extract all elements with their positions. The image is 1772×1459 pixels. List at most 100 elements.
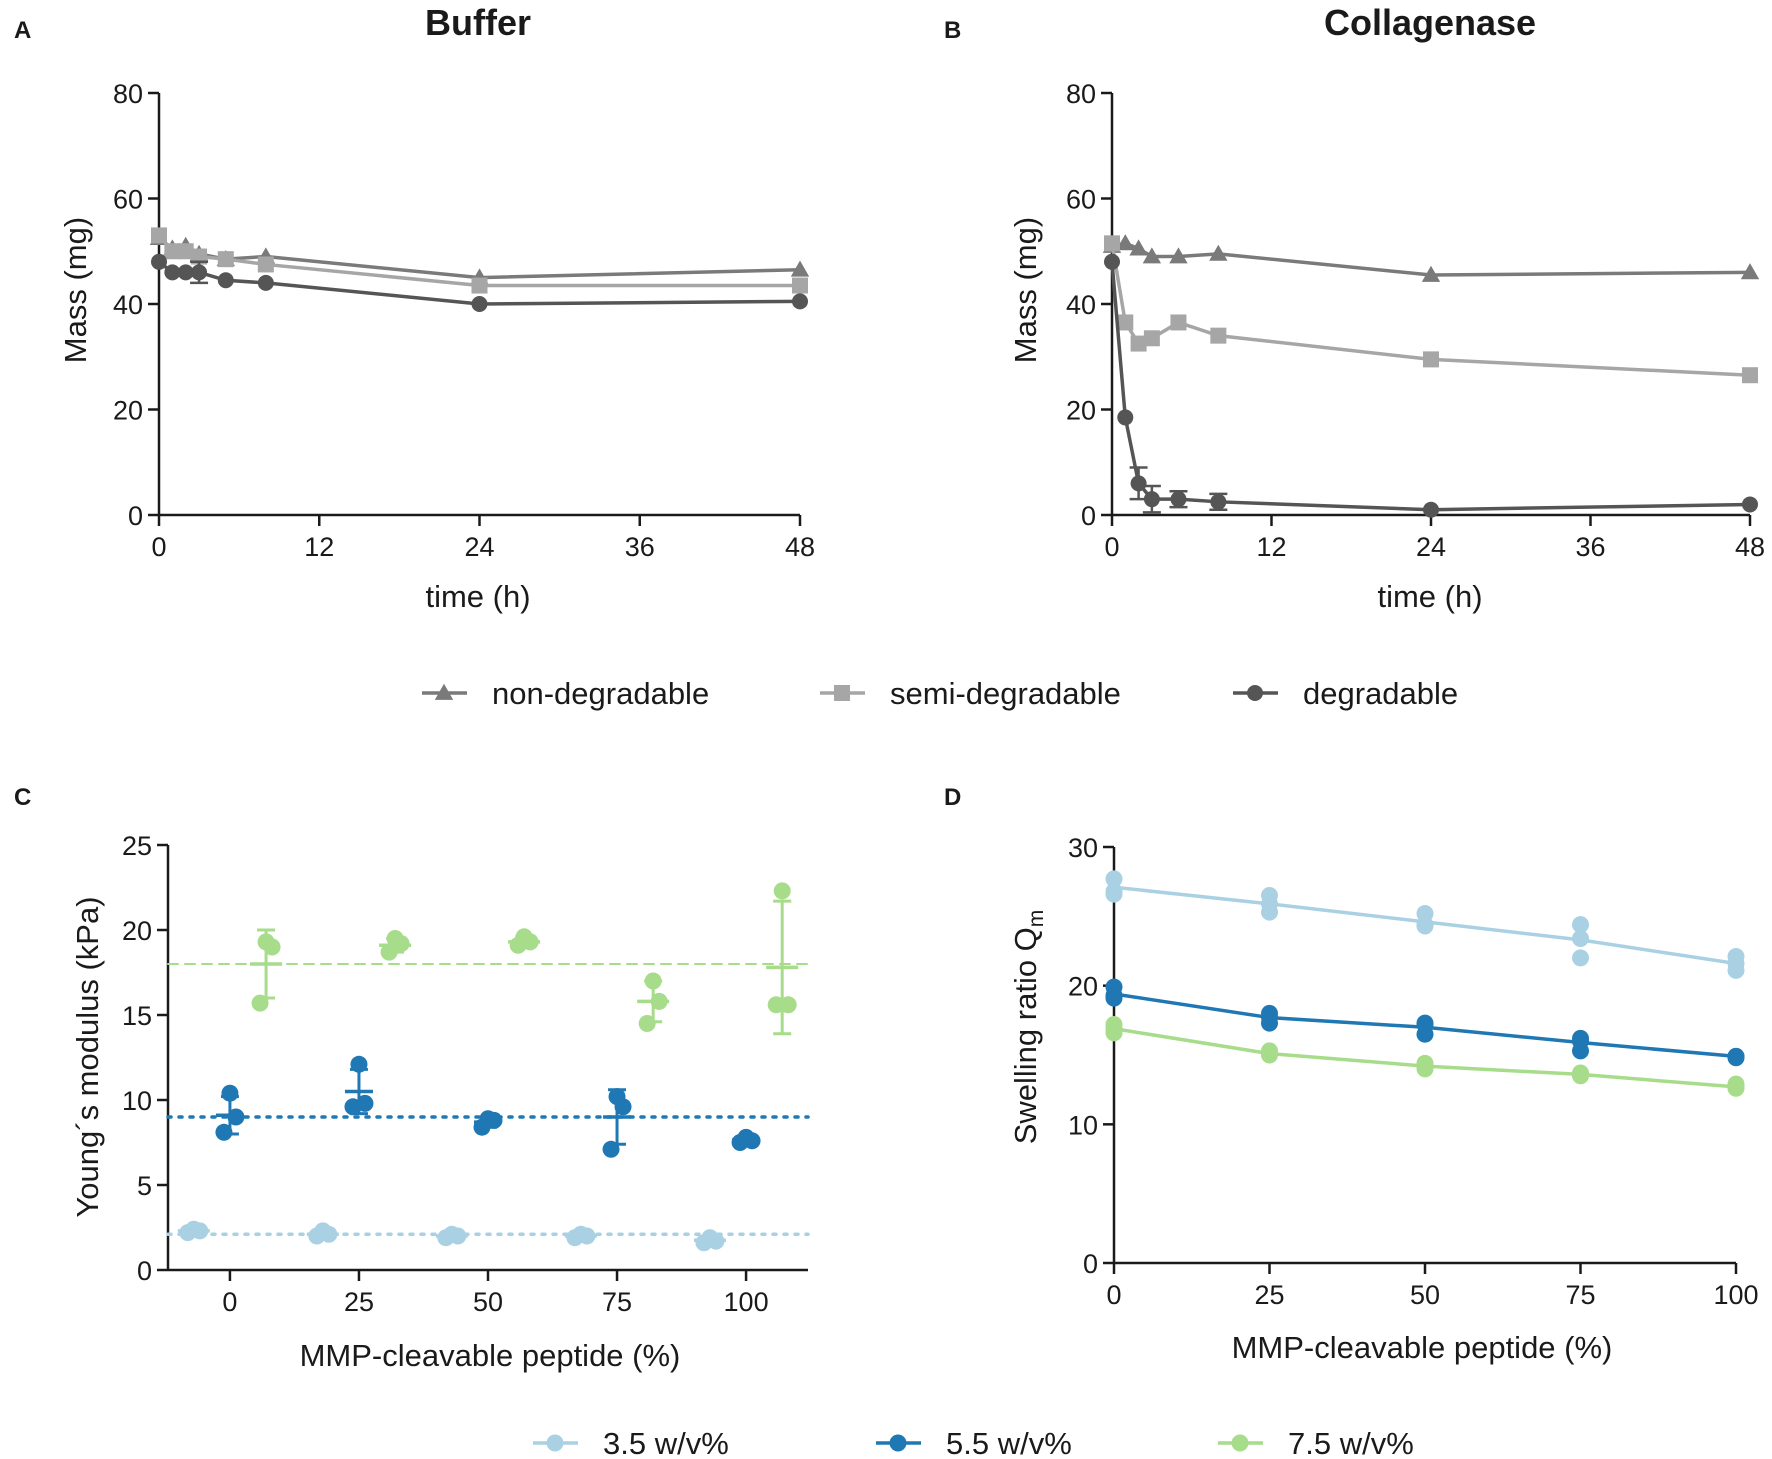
panel-a-point [257,274,274,291]
panel-a-point [191,248,208,265]
panel-b-point [1143,491,1160,508]
panel-d-x-tick-label: 75 [1565,1280,1595,1310]
panel-d-plot: 0 10 20 30 0 25 50 75 100 [1068,833,1759,1310]
panel-c-letter: C [14,784,31,811]
panel-a-point [164,264,181,281]
panel-b-x-tick-label: 12 [1256,532,1286,562]
panel-c-x-tick-label: 0 [222,1287,237,1317]
panel-a-point [177,243,194,260]
panel-d-point [1261,1009,1278,1027]
panel-c-point [479,1110,497,1128]
legend-top-marker-square [834,685,850,701]
legend-bottom-marker [546,1434,564,1452]
panel-d-x-tick-label: 0 [1106,1280,1121,1310]
panel-d-y-tick-label: 30 [1068,833,1098,863]
panel-b-letter: B [944,17,961,44]
panel-c-ylabel: Young´s modulus (kPa) [70,896,105,1217]
panel-c-point [773,882,791,900]
panel-d-point [1572,1065,1589,1083]
panel-b-point [1117,409,1134,426]
panel-c-point [386,930,404,947]
panel-c-point [314,1222,332,1240]
panel-c-y-tick-label: 15 [122,1001,152,1031]
panel-a-ylabel: Mass (mg) [58,217,93,363]
panel-d-point [1416,1015,1434,1033]
panel-b-point [1129,239,1148,256]
panel-a-point [151,227,167,244]
panel-a-point [217,272,234,289]
panel-d-y-tick-label: 10 [1068,1110,1098,1140]
panel-a-point [151,253,167,270]
panel-b-x-tick-label: 0 [1104,532,1119,562]
panel-b-point [1423,501,1439,518]
panel-d-point [1105,870,1123,888]
panel-d-point [1105,1020,1123,1038]
panel-b-point [1421,265,1441,282]
panel-b-point [1742,367,1758,384]
panel-a-y-tick-label: 20 [113,396,143,426]
panel-d-letter: D [944,784,961,811]
panel-b-point [1210,327,1227,344]
panel-c-point [572,1225,590,1243]
panel-c-point [779,996,797,1014]
panel-b-point [1210,493,1227,510]
panel-c-point [215,1123,233,1141]
panel-b-y-tick-label: 20 [1066,396,1096,426]
panel-c-point [737,1128,755,1146]
panel-b-point [1169,247,1188,264]
panel-c-x-tick-label: 25 [344,1287,374,1317]
panel-a-x-tick-label: 48 [785,532,815,562]
panel-b-y-tick-label: 60 [1066,185,1096,215]
panel-b-point [1143,330,1160,347]
panel-d-point [1105,885,1123,903]
panel-b-point [1170,491,1187,508]
panel-d: D 0 10 20 30 0 25 50 75 100 MMP-cleavable peptid… [944,784,1759,1365]
panel-a-x-tick-label: 0 [151,532,166,562]
panel-c-y-tick-label: 25 [122,831,152,861]
panel-a-letter: A [14,17,31,44]
panel-b-point [1116,234,1135,251]
panel-c: C 0 5 10 15 20 25 0 25 50 75 100 MMP-cleavable pep… [14,784,810,1373]
panel-c-point [380,943,398,961]
panel-a-point [257,256,274,273]
panel-a-y-tick-label: 40 [113,290,143,320]
panel-b-point [1742,496,1758,513]
panel-d-point [1727,1078,1745,1096]
legend-top-label: semi-degradable [890,676,1121,711]
panel-c-point [602,1140,620,1158]
panel-c-point [227,1108,245,1126]
panel-d-point [1572,916,1589,934]
panel-d-point [1261,1045,1278,1063]
panel-a-point [792,277,808,294]
panel-c-plot: 0 5 10 15 20 25 0 25 50 75 100 [122,831,810,1317]
panel-c-point [608,1088,626,1106]
panel-c-y-tick-label: 20 [122,916,152,946]
panel-b-x-tick-label: 24 [1416,532,1446,562]
panel-d-x-tick-label: 50 [1410,1280,1440,1310]
panel-a-point [191,264,208,281]
panel-b-point [1740,263,1760,280]
panel-b-y-tick-label: 0 [1081,501,1096,531]
panel-c-y-tick-label: 10 [122,1086,152,1116]
panel-a-x-tick-label: 36 [625,532,655,562]
panel-c-point [638,1015,656,1032]
panel-c-point [185,1220,203,1238]
panel-c-point [443,1225,461,1243]
panel-c-point [515,928,533,946]
panel-c-point [356,1094,374,1112]
legend-bottom-label: 3.5 w/v% [603,1426,729,1459]
panel-a-y-tick-label: 0 [128,501,143,531]
panel-a-point [177,264,194,281]
panel-d-x-tick-label: 25 [1254,1280,1284,1310]
panel-d-point [1572,949,1589,967]
panel-b-point [1104,253,1120,270]
panel-d-ylabel-sub: m [1025,910,1048,928]
legend-top-marker-triangle [434,683,454,700]
panel-d-y-tick-label: 0 [1083,1249,1098,1279]
panel-b-y-tick-label: 80 [1066,79,1096,109]
panel-c-point [701,1229,719,1247]
panel-c-x-tick-label: 75 [602,1287,632,1317]
panel-c-y-tick-label: 5 [137,1171,152,1201]
panel-a-title: Buffer [425,2,531,43]
panel-b: B Collagenase 0 20 40 60 80 0 12 24 36 48 time (h… [944,2,1765,614]
